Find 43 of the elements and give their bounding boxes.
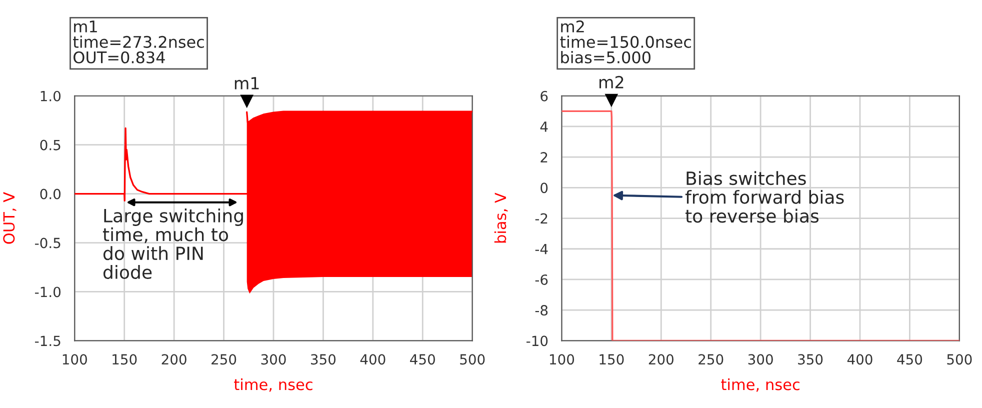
x-tick-label: 150 (112, 354, 137, 365)
y-tick-label: 0 (540, 182, 548, 194)
x-tick-label: 150 (600, 354, 624, 365)
y-tick-label: 6 (540, 90, 548, 102)
x-tick-label: 200 (648, 354, 674, 365)
x-tick-label: 100 (550, 354, 574, 365)
x-tick-label: 350 (311, 354, 336, 365)
y-tick-label: 4 (540, 122, 548, 132)
y-tick-label: 0.0 (40, 188, 61, 200)
y-axis-title: OUT, V (3, 192, 16, 244)
y-axis-title: bias, V (494, 192, 508, 243)
annotation: Bias switches from forward bias to reverse bias (685, 171, 844, 223)
text: m2 time=150.0nsec bias=5.000 (560, 20, 691, 64)
x-tick-label: 250 (698, 354, 724, 365)
y-tick-label: 1.0 (40, 90, 61, 102)
y-tick-label: -8 (535, 305, 548, 316)
y-tick-label: -1.5 (35, 336, 60, 346)
y-tick-label: -10 (526, 336, 548, 346)
x-tick-label: 300 (261, 354, 286, 365)
x-tick-label: 400 (847, 354, 872, 365)
x-tick-label: 300 (748, 354, 773, 365)
annotation: m2 (600, 76, 624, 88)
x-tick-label: 500 (460, 354, 485, 365)
y-tick-label: -1.0 (35, 286, 61, 298)
x-tick-label: 100 (62, 354, 87, 365)
y-tick-label: -6 (535, 274, 548, 285)
y-tick-label: 0.5 (40, 140, 60, 150)
x-tick-label: 450 (897, 354, 922, 365)
x-tick-label: 500 (947, 354, 972, 365)
x-tick-label: 450 (410, 354, 435, 365)
x-tick-label: 250 (212, 354, 236, 365)
x-tick-label: 400 (360, 354, 386, 365)
annotation: m1 (234, 77, 259, 90)
annotation: Large switching time, much to do with PIN diode (102, 208, 243, 280)
y-tick-label: -0.5 (35, 238, 60, 248)
x-axis-title: time, nsec (234, 378, 312, 392)
x-tick-label: 200 (162, 354, 186, 365)
y-tick-label: -4 (535, 244, 548, 254)
y-tick-label: -2 (535, 213, 548, 224)
x-tick-label: 350 (798, 354, 823, 365)
text: m1 time=273.2nsec OUT=0.834 (73, 20, 204, 64)
x-axis-title: time, nsec (721, 378, 800, 392)
y-tick-label: 2 (540, 152, 548, 162)
